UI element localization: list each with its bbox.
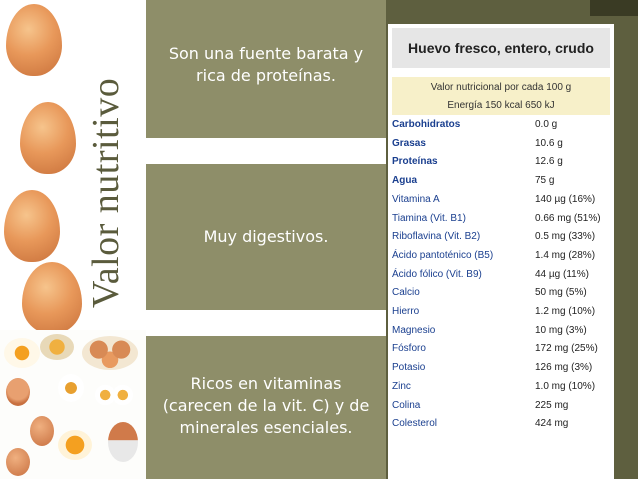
nutrition-row: Potasio 126 mg (3%) [392, 359, 610, 377]
nutrition-row: Agua 75 g [392, 172, 610, 190]
egg-collage-image [0, 330, 146, 479]
nutrient-value: 140 µg (16%) [535, 193, 596, 205]
cracked-egg-image [40, 334, 74, 360]
nutrition-row: Ácido pantoténico (B5) 1.4 mg (28%) [392, 247, 610, 265]
nutrient-name: Carbohidratos [392, 119, 461, 130]
text-line: rica de proteínas. [196, 66, 336, 85]
text-box-digestive: Muy digestivos. [146, 164, 386, 310]
nutrition-row: Ácido fólico (Vit. B9) 44 µg (11%) [392, 266, 610, 284]
nutrition-table-title: Huevo fresco, entero, crudo [392, 28, 610, 68]
nutrient-value: 12.6 g [535, 156, 563, 168]
nutrient-value: 75 g [535, 175, 555, 187]
egg-image [6, 448, 30, 476]
corner-accent [590, 0, 638, 16]
text-line: Son una fuente barata y [168, 44, 364, 63]
nutrition-row: Fósforo 172 mg (25%) [392, 340, 610, 358]
nutrient-name: Fósforo [392, 343, 426, 355]
slide-title: Valor nutritivo [85, 77, 127, 308]
nutrient-value: 126 mg (3%) [535, 362, 593, 374]
nutrient-name: Colina [392, 399, 421, 411]
nutrient-name: Potasio [392, 362, 426, 374]
nutrition-row: Colesterol 424 mg [392, 415, 610, 433]
nutrient-name: Proteínas [392, 156, 438, 168]
nutrient-name: Ácido fólico (Vit. B9) [392, 268, 482, 280]
nutrition-row: Grasas 10.6 g [392, 135, 610, 153]
text-box-vitamins: Ricos en vitaminas (carecen de la vit. C… [146, 336, 386, 479]
nutrient-name: Agua [392, 175, 417, 187]
nutrition-table: Huevo fresco, entero, crudo Valor nutric… [388, 24, 614, 479]
egg-in-cup-image [108, 422, 138, 462]
nutrient-value: 10.6 g [535, 137, 563, 149]
egg-carton-image [82, 336, 138, 370]
text-box-proteins: Son una fuente barata y rica de proteína… [146, 0, 386, 138]
nutrition-table-subtitle: Valor nutricional por cada 100 g [392, 77, 610, 97]
nutrient-name: Ácido pantoténico (B5) [392, 249, 494, 261]
nutrition-row: Magnesio 10 mg (3%) [392, 322, 610, 340]
nutrient-value: 0.66 mg (51%) [535, 212, 601, 224]
nutrient-value: 50 mg (5%) [535, 287, 587, 299]
nutrient-name: Riboflavina (Vit. B2) [392, 231, 481, 243]
egg-image [30, 416, 54, 446]
nutrient-name: Magnesio [392, 324, 436, 336]
egg-slices-image [92, 382, 136, 408]
nutrition-row: Zinc 1.0 mg (10%) [392, 378, 610, 396]
nutrient-value: 0.5 mg (33%) [535, 231, 596, 243]
nutrient-name: Grasas [392, 137, 426, 149]
text-line: Muy digestivos. [203, 227, 329, 246]
nutrition-table-energy: Energía 150 kcal 650 kJ [392, 96, 610, 115]
nutrient-name: Calcio [392, 287, 420, 299]
boiled-egg-image [6, 378, 30, 406]
nutrient-value: 1.2 mg (10%) [535, 306, 596, 317]
nutrient-value: 424 mg [535, 418, 569, 430]
nutrition-row: Proteínas 12.6 g [392, 153, 610, 171]
raw-yolk-image [58, 430, 92, 460]
fried-egg-image [4, 338, 40, 368]
egg-photo-strip: Valor nutritivo [0, 0, 146, 479]
nutrient-value: 1.4 mg (28%) [535, 249, 596, 261]
text-line: minerales esenciales. [179, 418, 353, 437]
egg-image [20, 102, 76, 174]
nutrition-row: Calcio 50 mg (5%) [392, 284, 610, 302]
nutrition-row: Vitamina A 140 µg (16%) [392, 191, 610, 209]
nutrient-value: 44 µg (11%) [535, 268, 589, 280]
nutrient-value: 0.0 g [535, 119, 558, 130]
nutrient-name: Colesterol [392, 418, 438, 430]
nutrition-row: Hierro 1.2 mg (10%) [392, 303, 610, 321]
nutrition-row: Riboflavina (Vit. B2) 0.5 mg (33%) [392, 228, 610, 246]
nutrition-row: Colina 225 mg [392, 397, 610, 415]
nutrient-value: 10 mg (3%) [535, 324, 587, 336]
text-line: (carecen de la vit. C) y de [162, 396, 370, 415]
nutrition-row: Carbohidratos 0.0 g [392, 116, 610, 134]
egg-image [4, 190, 60, 262]
nutrient-value: 1.0 mg (10%) [535, 380, 596, 392]
nutrient-name: Tiamina (Vit. B1) [392, 212, 466, 224]
nutrient-value: 225 mg [535, 399, 569, 411]
nutrient-value: 172 mg (25%) [535, 343, 598, 355]
text-line: Ricos en vitaminas [190, 374, 342, 393]
nutrient-name: Vitamina A [392, 193, 440, 205]
nutrient-name: Hierro [392, 306, 420, 317]
nutrition-row: Tiamina (Vit. B1) 0.66 mg (51%) [392, 210, 610, 228]
egg-image [6, 4, 62, 76]
half-egg-image [58, 374, 84, 402]
nutrient-name: Zinc [392, 380, 411, 392]
egg-image [22, 262, 82, 334]
